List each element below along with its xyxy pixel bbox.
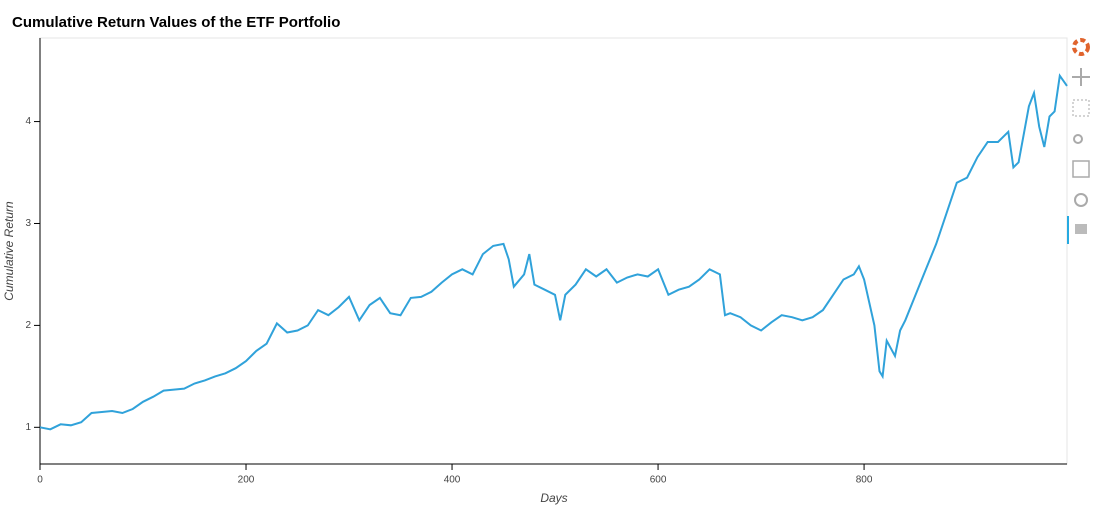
y-axis-label: Cumulative Return xyxy=(2,201,16,301)
x-tick-label: 200 xyxy=(238,475,255,486)
x-tick-label: 0 xyxy=(37,475,43,486)
y-tick-label: 3 xyxy=(25,218,31,229)
wheel-zoom-tool[interactable] xyxy=(1073,134,1083,144)
toolbar xyxy=(1067,38,1090,244)
line-series xyxy=(39,73,1068,431)
save-tool[interactable] xyxy=(1072,160,1090,178)
pan-tool[interactable] xyxy=(1072,68,1090,86)
x-axis-label: Days xyxy=(540,491,567,505)
logo[interactable] xyxy=(1072,38,1090,56)
y-tick-label: 4 xyxy=(25,116,31,127)
y-tick-label: 1 xyxy=(25,422,31,433)
box-zoom-tool[interactable] xyxy=(1072,99,1090,117)
plot-frame xyxy=(39,37,1068,465)
x-tick-label: 400 xyxy=(444,475,461,486)
y-tick-label: 2 xyxy=(25,320,31,331)
chart-title: Cumulative Return Values of the ETF Port… xyxy=(12,14,340,31)
hover-tool[interactable] xyxy=(1075,224,1087,234)
reset-tool[interactable] xyxy=(1074,193,1088,207)
x-tick-label: 600 xyxy=(650,475,667,486)
x-tick-label: 800 xyxy=(856,475,873,486)
